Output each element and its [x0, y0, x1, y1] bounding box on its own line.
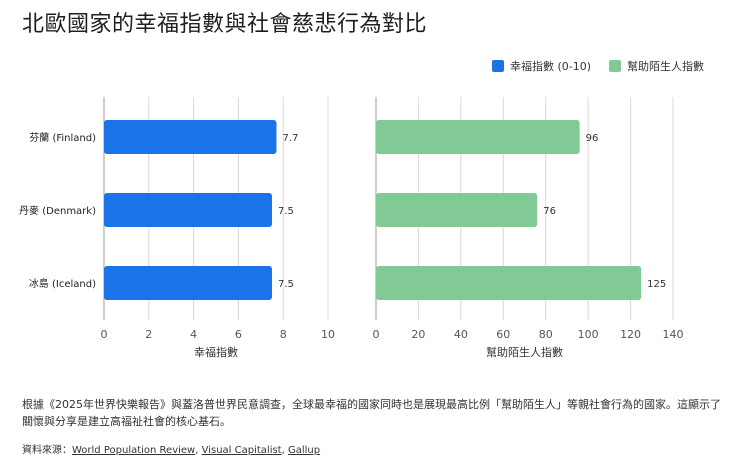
helping-tick-label: 0: [373, 328, 380, 341]
helping-bar: [376, 193, 538, 227]
legend-label-happiness: 幸福指數 (0-10): [509, 60, 591, 73]
chart-area: 0 2 4 6 8 10 幸福指數 7.7 芬蘭 (Finland) 7.5 丹麥 (Denmark…: [19, 97, 684, 359]
source-link-gallup[interactable]: Gallup: [287, 445, 321, 456]
happiness-bar: [104, 266, 272, 300]
source-label: 資料來源：: [22, 445, 72, 456]
helping-data-label: 76: [543, 206, 556, 217]
source-line: 資料來源：World Population Review, Visual Cap…: [22, 445, 321, 456]
helping-tick-label: 140: [663, 328, 684, 341]
happiness-bar: [104, 193, 272, 227]
happiness-bar: [104, 120, 277, 154]
caption: 根據《2025年世界快樂報告》與蓋洛普世界民意調查，全球最幸福的國家同時也是展現…: [22, 398, 721, 428]
legend-swatch-happiness: [491, 60, 504, 72]
helping-bar: [376, 120, 580, 154]
legend: 幸福指數 (0-10) 幫助陌生人指數: [491, 58, 704, 74]
happiness-tick-label: 8: [280, 328, 287, 341]
happiness-tick-label: 4: [190, 328, 197, 341]
helping-data-label: 125: [647, 279, 666, 290]
legend-swatch-helping: [609, 60, 621, 72]
source-link-world-population-review[interactable]: World Population Review: [72, 445, 196, 456]
helping-tick-label: 60: [496, 328, 510, 341]
helping-tick-label: 120: [620, 328, 641, 341]
legend-item-happiness[interactable]: 幸福指數 (0-10): [491, 58, 591, 74]
helping-tick-label: 80: [539, 328, 553, 341]
happiness-tick-label: 6: [235, 328, 242, 341]
category-label: 丹麥 (Denmark): [19, 204, 96, 217]
happiness-tick-label: 2: [145, 328, 152, 341]
happiness-axis-label: 幸福指數: [194, 345, 238, 359]
happiness-data-label: 7.5: [278, 206, 294, 217]
helping-tick-label: 40: [454, 328, 468, 341]
source-link-visual-capitalist[interactable]: Visual Capitalist: [201, 445, 282, 456]
legend-item-helping[interactable]: 幫助陌生人指數: [609, 58, 704, 74]
legend-label-helping: 幫助陌生人指數: [627, 60, 704, 73]
happiness-data-label: 7.7: [282, 133, 298, 144]
helping-bar: [376, 266, 642, 300]
happiness-data-label: 7.5: [278, 279, 294, 290]
happiness-tick-label: 0: [101, 328, 108, 341]
helping-tick-label: 20: [411, 328, 425, 341]
chart-title: 北歐國家的幸福指數與社會慈悲行為對比: [22, 12, 428, 37]
helping-tick-label: 100: [578, 328, 599, 341]
happiness-tick-label: 10: [321, 328, 335, 341]
helping-data-label: 96: [586, 133, 599, 144]
category-label: 芬蘭 (Finland): [29, 131, 96, 144]
helping-axis-label: 幫助陌生人指數: [486, 345, 563, 359]
category-label: 冰島 (Iceland): [29, 277, 96, 290]
